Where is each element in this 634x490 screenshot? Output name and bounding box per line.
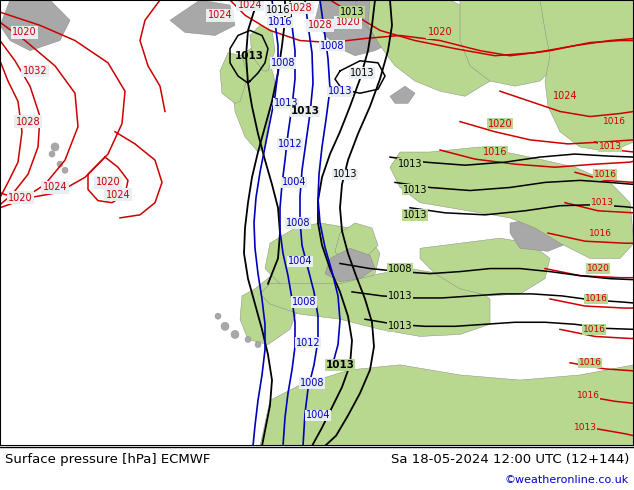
Text: 1008: 1008 — [388, 264, 412, 273]
Polygon shape — [0, 0, 70, 50]
Circle shape — [255, 342, 261, 347]
Polygon shape — [390, 86, 415, 103]
Polygon shape — [460, 0, 570, 86]
Text: 1004: 1004 — [288, 256, 313, 267]
Text: 1016: 1016 — [578, 358, 602, 368]
Polygon shape — [325, 248, 375, 282]
Text: 1020: 1020 — [488, 119, 512, 129]
Text: 1028: 1028 — [307, 21, 332, 30]
Text: 1020: 1020 — [8, 193, 32, 202]
Polygon shape — [540, 0, 634, 152]
Text: 1020: 1020 — [428, 27, 452, 37]
Text: 1024: 1024 — [106, 190, 131, 199]
Circle shape — [231, 330, 239, 339]
Text: 1028: 1028 — [16, 117, 41, 126]
Text: 1024: 1024 — [238, 0, 262, 10]
Text: 1012: 1012 — [278, 139, 302, 149]
Polygon shape — [250, 25, 275, 71]
Text: 1013: 1013 — [388, 291, 412, 301]
Text: 1024: 1024 — [553, 91, 578, 101]
Text: 1013: 1013 — [403, 210, 427, 220]
Text: 1032: 1032 — [23, 66, 48, 76]
Text: Surface pressure [hPa] ECMWF: Surface pressure [hPa] ECMWF — [5, 453, 210, 466]
Polygon shape — [260, 269, 490, 337]
Text: 1024: 1024 — [208, 10, 232, 20]
Circle shape — [51, 143, 59, 151]
Text: 1008: 1008 — [286, 218, 310, 228]
Text: 1013: 1013 — [340, 7, 365, 17]
Text: 1013: 1013 — [274, 98, 298, 108]
Text: 1016: 1016 — [482, 147, 507, 157]
Text: 1016: 1016 — [588, 228, 612, 238]
Text: 1013: 1013 — [590, 198, 614, 207]
Circle shape — [57, 161, 63, 167]
Text: 1013: 1013 — [235, 51, 264, 61]
Text: 1013: 1013 — [574, 423, 597, 432]
Text: 1013: 1013 — [333, 170, 357, 179]
Polygon shape — [170, 0, 235, 35]
Text: 1028: 1028 — [288, 3, 313, 13]
Text: 1004: 1004 — [281, 177, 306, 187]
Polygon shape — [368, 0, 505, 96]
Text: 1008: 1008 — [320, 41, 344, 50]
Polygon shape — [240, 269, 300, 344]
Polygon shape — [335, 223, 378, 273]
Text: 1020: 1020 — [335, 17, 360, 27]
Text: 1013: 1013 — [398, 159, 422, 169]
Text: 1013: 1013 — [290, 106, 320, 117]
Circle shape — [245, 337, 251, 343]
Text: 1016: 1016 — [593, 170, 616, 179]
Text: 1016: 1016 — [583, 325, 605, 334]
Polygon shape — [232, 46, 275, 152]
Text: 1020: 1020 — [96, 177, 120, 187]
Circle shape — [49, 151, 55, 157]
Circle shape — [62, 167, 68, 173]
Text: Sa 18-05-2024 12:00 UTC (12+144): Sa 18-05-2024 12:00 UTC (12+144) — [391, 453, 629, 466]
Text: 1020: 1020 — [586, 264, 609, 273]
Polygon shape — [510, 218, 568, 251]
Text: 1013: 1013 — [328, 86, 353, 96]
Polygon shape — [260, 365, 634, 446]
Polygon shape — [265, 223, 380, 296]
Text: 1013: 1013 — [350, 68, 374, 78]
Polygon shape — [220, 53, 248, 103]
Polygon shape — [315, 0, 400, 56]
Text: ©weatheronline.co.uk: ©weatheronline.co.uk — [505, 475, 629, 485]
Text: 1013: 1013 — [325, 360, 354, 370]
Polygon shape — [355, 0, 450, 50]
Text: 1013: 1013 — [403, 185, 427, 195]
Text: 1013: 1013 — [388, 321, 412, 331]
Text: 1016: 1016 — [576, 391, 600, 400]
Text: 1016: 1016 — [585, 294, 607, 303]
Text: 1004: 1004 — [306, 411, 330, 420]
Text: 1008: 1008 — [292, 297, 316, 307]
Text: 1016: 1016 — [602, 117, 626, 126]
Circle shape — [221, 322, 229, 330]
Text: 1013: 1013 — [598, 143, 621, 151]
Text: 1012: 1012 — [295, 338, 320, 347]
Text: 1024: 1024 — [42, 182, 67, 193]
Polygon shape — [390, 147, 634, 258]
Text: 1008: 1008 — [271, 58, 295, 68]
Text: 1016: 1016 — [266, 5, 290, 15]
Text: 1016: 1016 — [268, 17, 292, 27]
Polygon shape — [420, 238, 550, 296]
Text: 1020: 1020 — [12, 27, 37, 37]
Circle shape — [215, 313, 221, 319]
Text: 1008: 1008 — [300, 378, 324, 388]
